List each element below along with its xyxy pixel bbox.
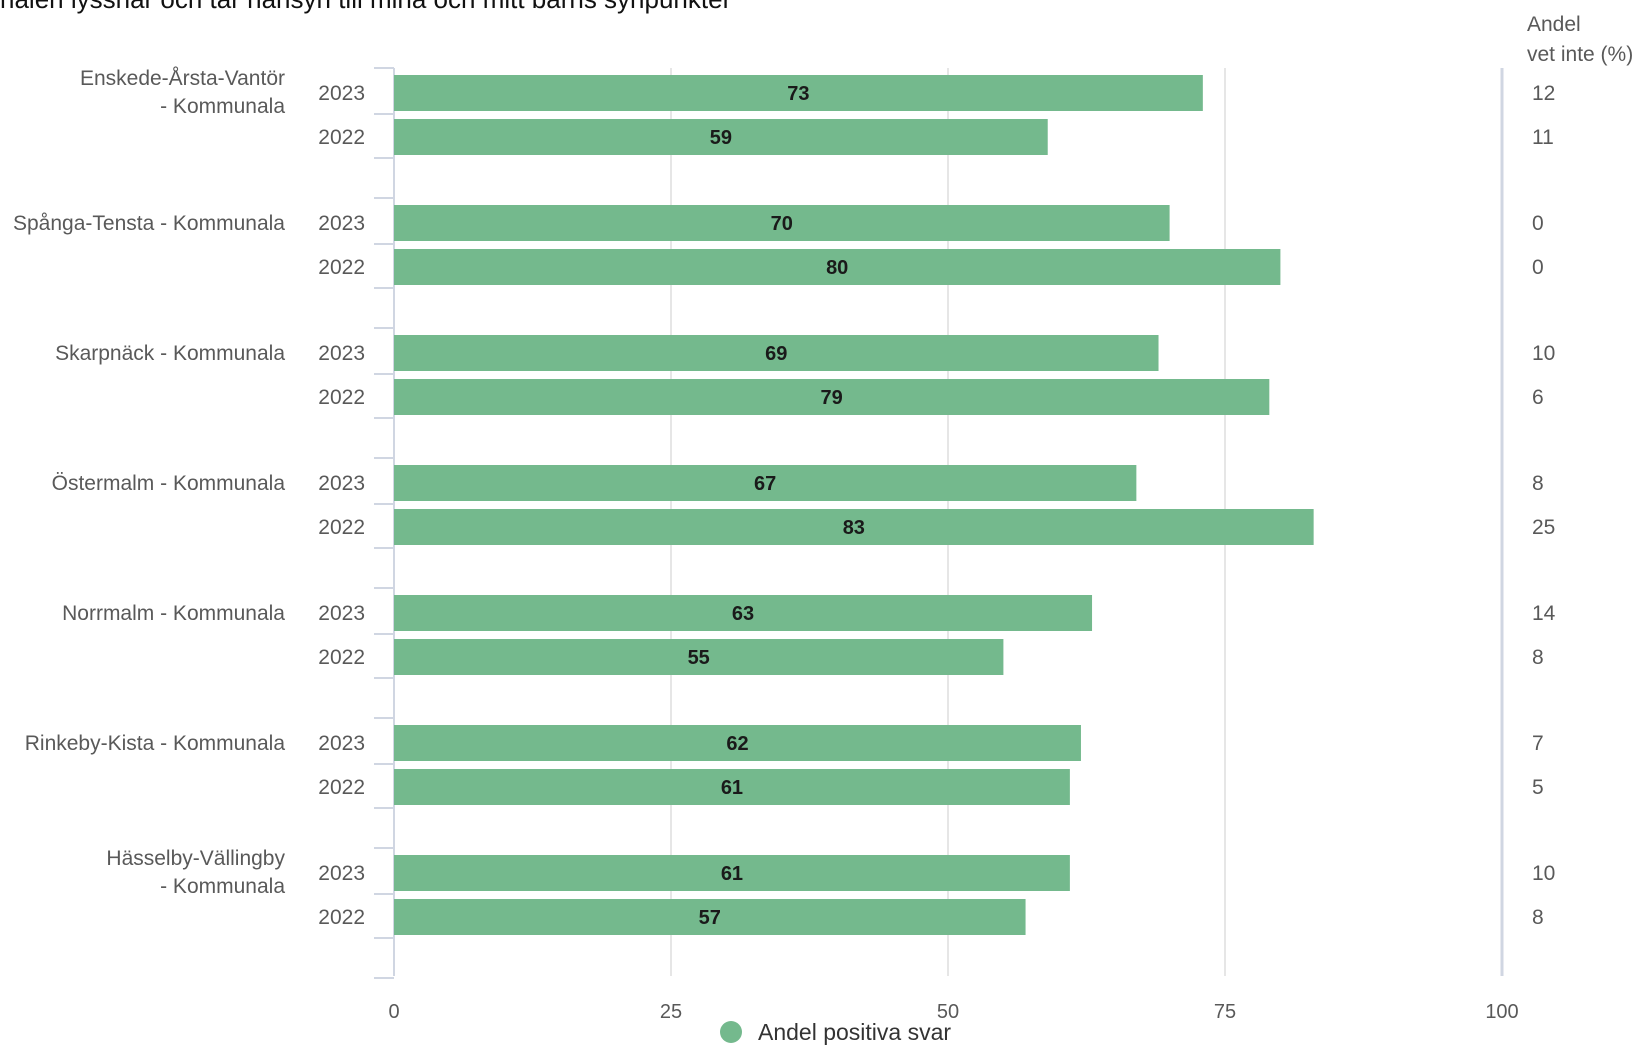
bar-data-label: 57 (699, 907, 721, 929)
bar (394, 509, 1314, 545)
bar-data-label: 61 (721, 777, 743, 799)
legend: Andel positiva svar (720, 1019, 951, 1045)
bar-data-label: 83 (843, 517, 865, 539)
bar-data-label: 55 (688, 647, 710, 669)
bar (394, 335, 1159, 371)
vet-inte-value: 8 (1532, 646, 1544, 669)
bar (394, 595, 1093, 631)
x-tick-label: 50 (937, 1001, 959, 1023)
x-tick-label: 25 (660, 1001, 682, 1023)
bar-data-label: 63 (732, 603, 754, 625)
group-label: - Kommunala (160, 95, 285, 118)
category-labels: Enskede-Årsta-Vantör - Kommunala 2023 2022 S… (13, 67, 365, 929)
year-label: 2023 (318, 342, 365, 365)
bar (394, 119, 1048, 155)
vet-inte-column: Andel vet inte (%) 12 11 0 0 10 6 8 25 14 8 7 5 10 8 (1527, 13, 1633, 929)
vet-inte-value: 11 (1532, 126, 1554, 149)
group-label: Norrmalm - Kommunala (62, 602, 285, 625)
year-label: 2023 (318, 212, 365, 235)
bar-data-label: 69 (765, 343, 787, 365)
year-label: 2023 (318, 82, 365, 105)
group-label: Östermalm - Kommunala (52, 472, 286, 495)
year-label: 2022 (318, 776, 365, 799)
vet-inte-value: 6 (1532, 386, 1544, 409)
bar (394, 899, 1026, 935)
vet-inte-header: Andel (1527, 13, 1581, 36)
chart-title: nalen lyssnar och tar hänsyn till mina o… (0, 0, 732, 14)
vet-inte-value: 10 (1532, 862, 1555, 885)
vet-inte-value: 10 (1532, 342, 1555, 365)
year-label: 2023 (318, 732, 365, 755)
bar (394, 249, 1281, 285)
year-label: 2023 (318, 472, 365, 495)
year-label: 2022 (318, 906, 365, 929)
group-label: Skarpnäck - Kommunala (55, 342, 285, 365)
vet-inte-value: 25 (1532, 516, 1555, 539)
bar (394, 639, 1004, 675)
year-label: 2023 (318, 602, 365, 625)
year-label: 2022 (318, 646, 365, 669)
vet-inte-value: 14 (1532, 602, 1556, 625)
vet-inte-value: 8 (1532, 472, 1544, 495)
bar-data-label: 59 (710, 127, 732, 149)
vet-inte-value: 0 (1532, 256, 1544, 279)
x-axis-ticks: 0 25 50 75 100 (388, 1001, 1518, 1023)
bar-data-label: 67 (754, 473, 776, 495)
x-tick-label: 100 (1485, 1001, 1518, 1023)
year-label: 2023 (318, 862, 365, 885)
legend-label: Andel positiva svar (758, 1019, 951, 1045)
year-label: 2022 (318, 516, 365, 539)
bar (394, 465, 1137, 501)
bar-data-label: 79 (821, 387, 843, 409)
x-tick-label: 75 (1214, 1001, 1236, 1023)
vet-inte-value: 12 (1532, 82, 1555, 105)
group-label: Enskede-Årsta-Vantör (80, 67, 285, 90)
bar (394, 379, 1270, 415)
bar-data-label: 62 (726, 733, 748, 755)
legend-marker (720, 1021, 742, 1043)
group-label: Hässelby-Vällingby (106, 847, 285, 870)
bar-data-label: 73 (787, 83, 809, 105)
vet-inte-value: 0 (1532, 212, 1544, 235)
year-label: 2022 (318, 256, 365, 279)
group-label: Rinkeby-Kista - Kommunala (25, 732, 286, 755)
bar (394, 855, 1070, 891)
bar-data-label: 70 (771, 213, 793, 235)
x-tick-label: 0 (388, 1001, 399, 1023)
bar (394, 75, 1203, 111)
group-label: - Kommunala (160, 875, 285, 898)
vet-inte-value: 5 (1532, 776, 1544, 799)
bar-data-label: 61 (721, 863, 743, 885)
bar (394, 205, 1170, 241)
vet-inte-header: vet inte (%) (1527, 43, 1633, 66)
bar (394, 769, 1070, 805)
year-label: 2022 (318, 126, 365, 149)
vet-inte-value: 7 (1532, 732, 1544, 755)
vet-inte-value: 8 (1532, 906, 1544, 929)
group-label: Spånga-Tensta - Kommunala (13, 212, 285, 235)
bar (394, 725, 1081, 761)
year-label: 2022 (318, 386, 365, 409)
bar-data-label: 80 (826, 257, 848, 279)
